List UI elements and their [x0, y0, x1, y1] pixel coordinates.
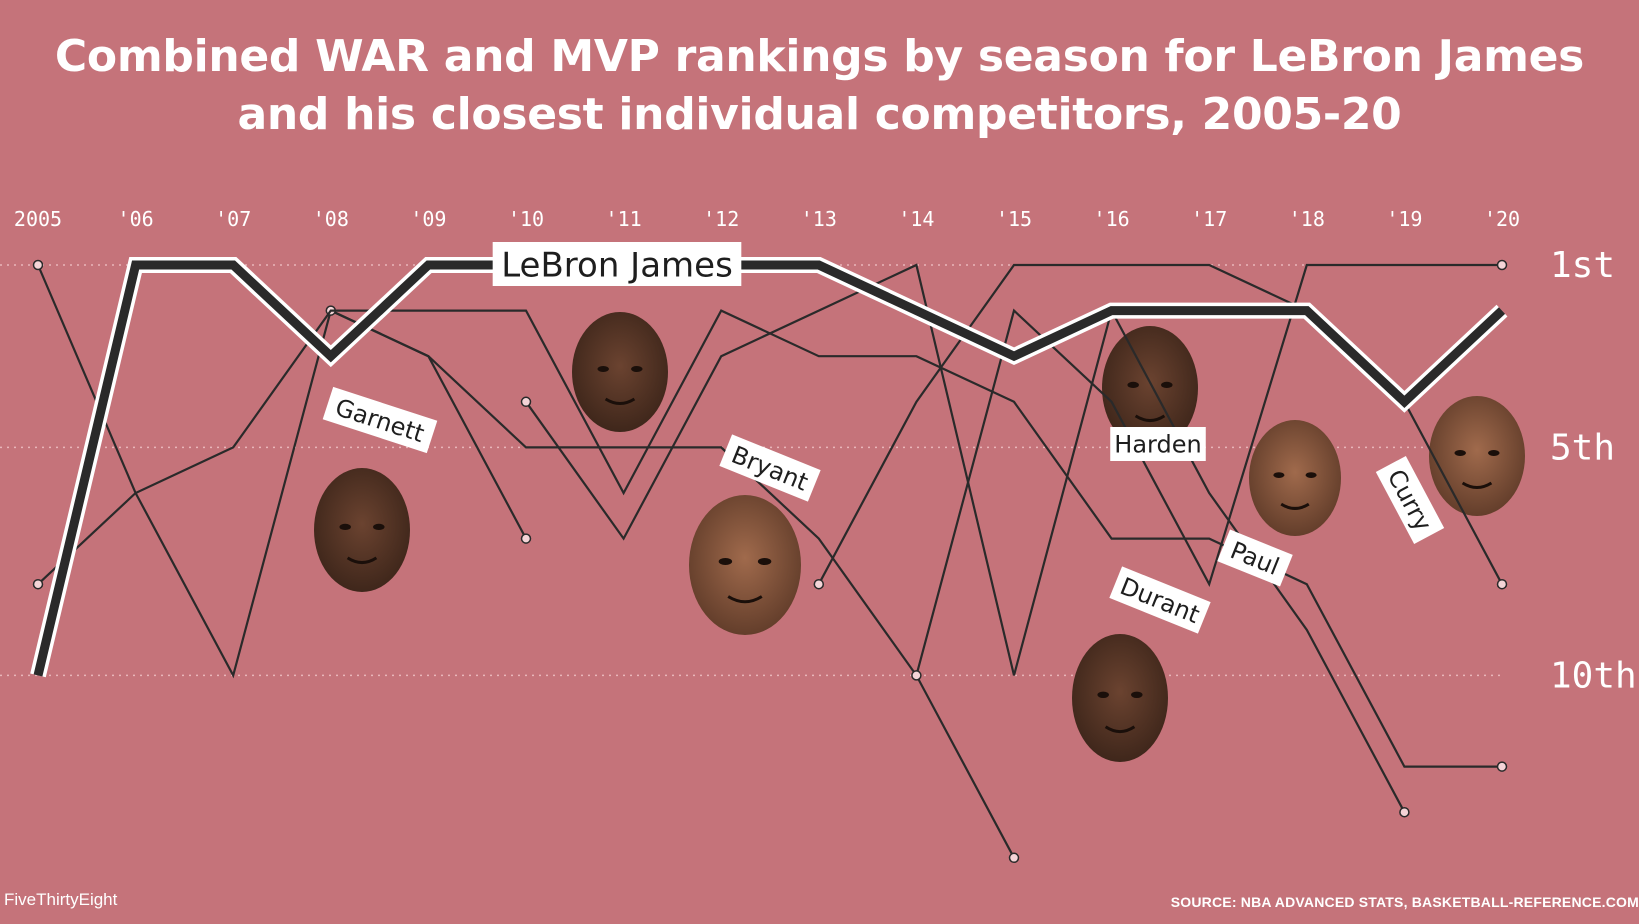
series-curry — [911, 259, 1508, 681]
label-garnett: Garnett — [322, 386, 438, 454]
chart-title: Combined WAR and MVP rankings by season … — [0, 28, 1639, 144]
series-endpoint — [32, 259, 44, 271]
series-line — [915, 263, 1502, 676]
x-tick-label: '16 — [1094, 207, 1130, 231]
series-lebron-james — [30, 257, 1508, 678]
curry-face-icon — [1429, 396, 1525, 516]
x-tick-label: '17 — [1191, 207, 1227, 231]
series-line — [330, 309, 1015, 859]
x-tick-label: '18 — [1289, 207, 1325, 231]
svg-text:Garnett: Garnett — [332, 393, 428, 448]
series-endpoint — [1008, 852, 1020, 864]
garnett-face-icon — [314, 468, 410, 592]
x-tick-label: '20 — [1484, 207, 1520, 231]
series-endpoint — [1399, 806, 1410, 818]
y-tick-label: 5th — [1550, 427, 1615, 468]
brand-label: FiveThirtyEight — [4, 890, 118, 909]
svg-text:Harden: Harden — [1114, 431, 1201, 459]
lebron-james-face-icon — [572, 312, 668, 432]
series-line — [33, 260, 1506, 677]
series-endpoint — [911, 670, 922, 681]
series-endpoint — [1496, 761, 1508, 772]
series-garnett — [32, 259, 532, 679]
series-endpoint — [32, 578, 44, 590]
series-bryant — [325, 305, 1020, 864]
bryant-face-icon — [689, 495, 801, 635]
label-harden: Harden — [1110, 427, 1206, 461]
x-tick-label: '14 — [898, 207, 934, 231]
x-tick-label: '11 — [606, 207, 642, 231]
svg-text:Bryant: Bryant — [727, 441, 812, 497]
harden-face-icon — [1102, 326, 1198, 450]
x-tick-label: '15 — [996, 207, 1032, 231]
series-endpoint — [1496, 578, 1508, 590]
x-tick-label: '08 — [313, 207, 349, 231]
x-tick-label: '12 — [703, 207, 739, 231]
x-tick-label: '07 — [215, 207, 251, 231]
x-tick-label: '13 — [801, 207, 837, 231]
x-tick-label: '06 — [118, 207, 154, 231]
series-endpoint — [520, 533, 532, 544]
x-tick-label: 2005 — [14, 207, 62, 231]
svg-text:LeBron James: LeBron James — [501, 245, 733, 285]
x-tick-label: '10 — [508, 207, 544, 231]
source-label: SOURCE: NBA ADVANCED STATS, BASKETBALL-R… — [1170, 894, 1639, 910]
label-paul: Paul — [1217, 529, 1293, 587]
label-lebron-james: LeBron James — [492, 242, 742, 286]
series-endpoint — [813, 578, 825, 590]
y-tick-label: 10th — [1550, 655, 1637, 696]
series-line — [36, 264, 527, 679]
series-endpoint — [1496, 259, 1508, 271]
durant-face-icon — [1072, 634, 1168, 762]
x-tick-label: '09 — [410, 207, 446, 231]
title-line-2: and his closest individual competitors, … — [237, 89, 1402, 140]
label-durant: Durant — [1109, 566, 1211, 634]
title-line-1: Combined WAR and MVP rankings by season … — [54, 31, 1585, 82]
x-tick-label: '19 — [1386, 207, 1422, 231]
paul-face-icon — [1249, 420, 1341, 536]
svg-text:Durant: Durant — [1116, 572, 1203, 629]
y-tick-label: 1st — [1550, 245, 1615, 286]
series-endpoint — [520, 396, 532, 408]
